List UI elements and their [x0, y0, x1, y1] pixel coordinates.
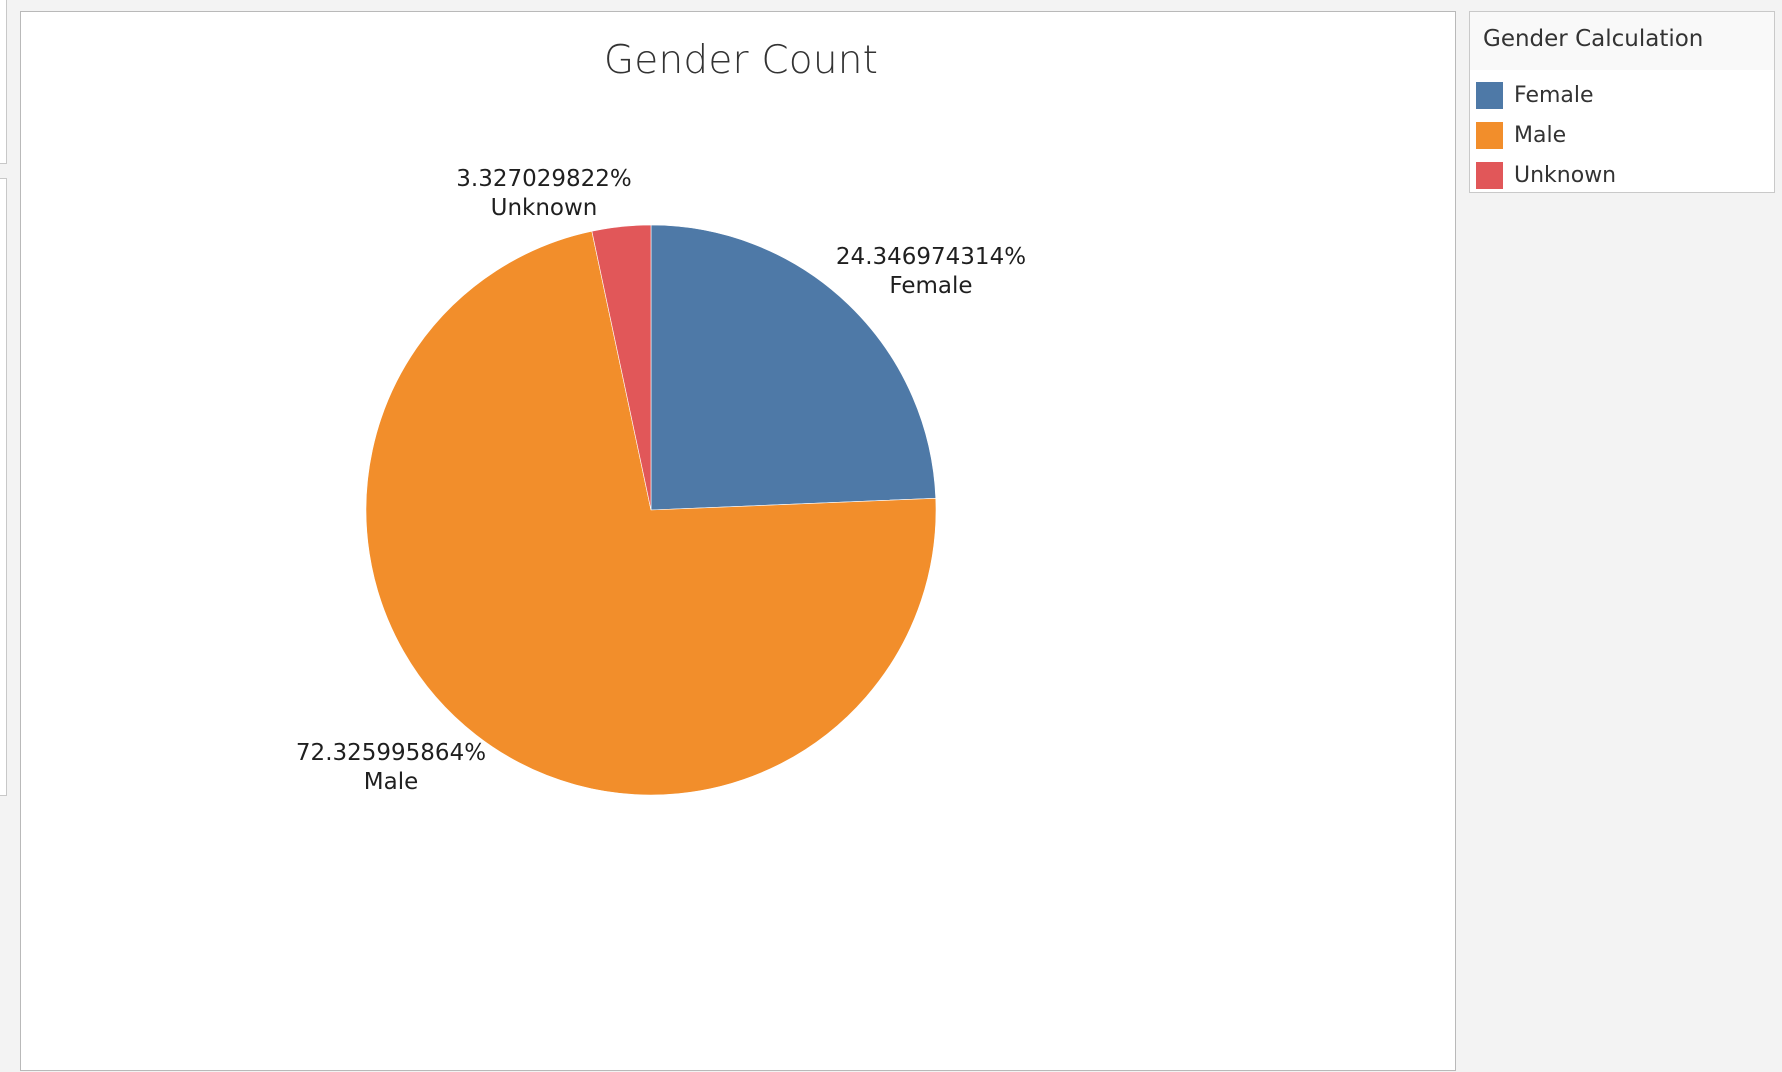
pie-slice-male[interactable] [365, 230, 937, 796]
data-label-category-male: Male [364, 769, 418, 795]
legend-item-unknown[interactable]: Unknown [1476, 155, 1616, 195]
legend-swatch [1476, 121, 1503, 149]
legend-item-male[interactable]: Male [1476, 115, 1616, 155]
left-panel-edge [0, 178, 7, 796]
legend-item-female[interactable]: Female [1476, 75, 1616, 115]
data-label-category-unknown: Unknown [491, 195, 598, 221]
chart-title: Gender Count [603, 38, 879, 83]
data-label-value-male: 72.325995864% [296, 740, 486, 766]
pie-slice-female[interactable] [650, 224, 937, 511]
pie-chart[interactable]: 24.346974314% Female 72.325995864% Male 3.32… [21, 12, 1457, 1072]
legend-label: Male [1514, 122, 1567, 148]
legend-label: Unknown [1514, 162, 1617, 188]
legend-title: Gender Calculation [1470, 12, 1774, 70]
legend-swatch [1476, 161, 1503, 189]
legend-label: Female [1514, 82, 1594, 108]
legend-list: Female Male Unknown [1476, 75, 1616, 195]
pie-slice-unknown[interactable] [591, 224, 652, 511]
worksheet-canvas: Gender Count 24.346974314% Female 72.32599… [20, 11, 1456, 1071]
data-label-value-female: 24.346974314% [836, 244, 1026, 270]
data-label-value-unknown: 3.327029822% [456, 166, 632, 192]
color-legend: Gender Calculation Female Male Unknown [1469, 11, 1775, 193]
left-panel-edge [0, 0, 7, 164]
data-label-category-female: Female [889, 273, 972, 299]
legend-swatch [1476, 81, 1503, 109]
